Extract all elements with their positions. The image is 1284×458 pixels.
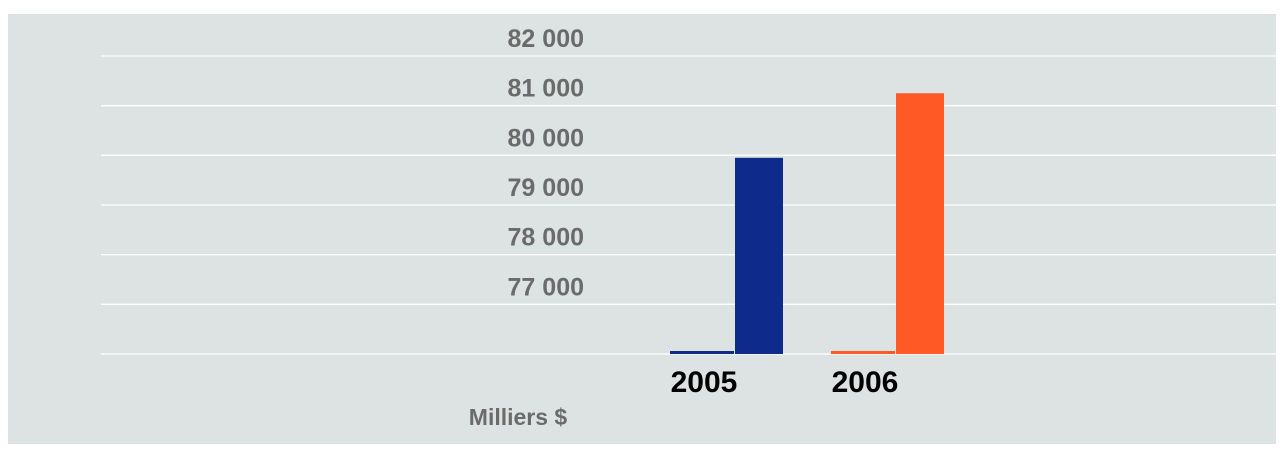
- y-tick-label: 79 000: [508, 174, 584, 202]
- chart-panel: [8, 14, 1276, 444]
- y-tick-label: 78 000: [508, 224, 584, 252]
- bar-baseline-stub: [670, 351, 734, 354]
- gridlines: [101, 55, 1276, 355]
- y-tick-label: 81 000: [508, 75, 584, 103]
- y-tick-label: 77 000: [508, 273, 584, 301]
- y-tick-label: 82 000: [508, 25, 584, 53]
- x-category-labels: 2005 2006: [671, 366, 899, 399]
- y-tick-label: 80 000: [508, 124, 584, 152]
- bar-2006: [896, 93, 944, 354]
- x-category-label: 2005: [671, 366, 738, 399]
- unit-label: Milliers $: [469, 404, 568, 430]
- bar-baseline-stub: [831, 351, 895, 354]
- y-tick-labels: 77 000 78 000 79 000 80 000 81 000 82 000: [508, 25, 584, 301]
- x-category-label: 2006: [832, 366, 899, 399]
- bar-2005: [735, 157, 783, 354]
- bars: [670, 93, 944, 354]
